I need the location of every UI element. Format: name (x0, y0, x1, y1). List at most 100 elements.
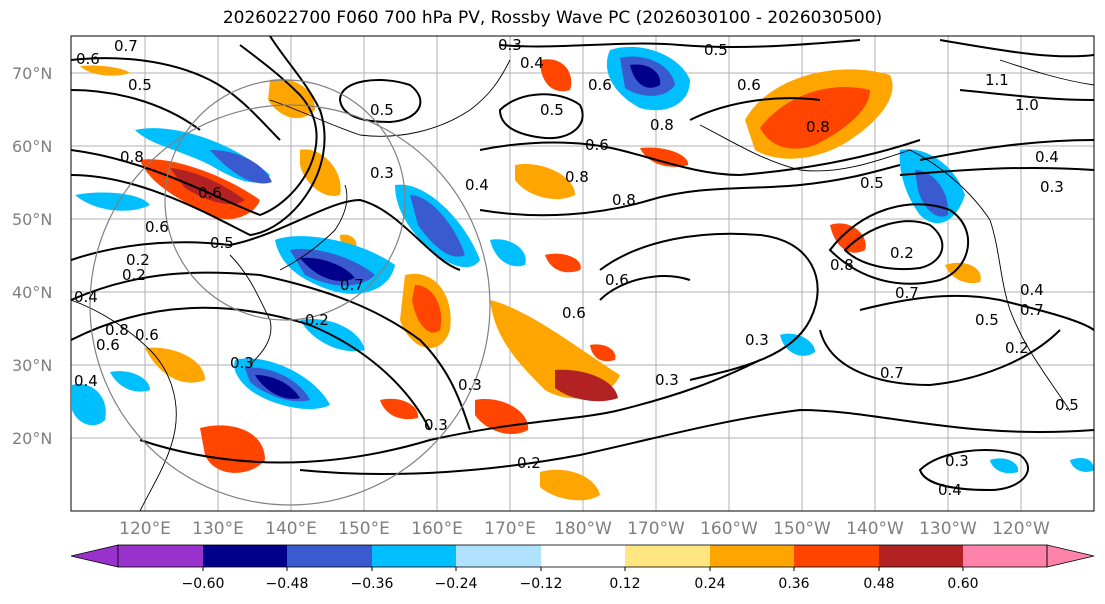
lon-label-140w: 140°W (846, 519, 904, 539)
contour-label: 0.3 (370, 164, 394, 182)
contour-label: 0.4 (1035, 148, 1059, 166)
contour-label: 0.2 (122, 266, 146, 284)
contour-label: 0.7 (114, 37, 138, 55)
colorbar-segment (794, 545, 879, 567)
colorbar-tick: −0.48 (266, 576, 309, 592)
contour-label: 0.2 (890, 244, 914, 262)
contour-label: 0.3 (230, 354, 254, 372)
map-frame (70, 35, 1095, 512)
lon-label-170w: 170°W (627, 519, 685, 539)
lon-label-130e: 130°E (192, 519, 244, 539)
map-title: 2026022700 F060 700 hPa PV, Rossby Wave … (222, 8, 883, 28)
colorbar-segment (203, 545, 287, 567)
colorbar-tick: 0.24 (694, 576, 725, 592)
longitude-labels: 120°E 130°E 140°E 150°E 160°E 170°E 180°… (119, 519, 1050, 539)
contour-label: 0.3 (945, 452, 969, 470)
lon-label-150w: 150°W (773, 519, 831, 539)
contour-label: 0.5 (128, 76, 152, 94)
contour-label: 0.6 (605, 271, 629, 289)
colorbar-tick: 0.36 (778, 576, 809, 592)
contour-label: 0.6 (96, 336, 120, 354)
contour-label: 0.3 (498, 36, 522, 54)
contour-label: 0.5 (1055, 396, 1079, 414)
colorbar-segment (456, 545, 541, 567)
contour-label: 0.6 (585, 136, 609, 154)
contour-label: 0.5 (860, 174, 884, 192)
contour-label: 0.4 (520, 54, 544, 72)
colorbar-segment (118, 545, 203, 567)
contour-label: 1.1 (985, 71, 1009, 89)
colorbar-tick: −0.60 (182, 576, 225, 592)
contour-label: 0.5 (210, 234, 234, 252)
contour-label: 0.6 (135, 326, 159, 344)
contour-label: 0.3 (458, 376, 482, 394)
colorbar-tick: 0.60 (947, 576, 978, 592)
contour-label: 0.3 (745, 331, 769, 349)
contour-label: 0.4 (465, 176, 489, 194)
lon-label-150e: 150°E (338, 519, 390, 539)
lon-label-140e: 140°E (265, 519, 317, 539)
contour-labels: 0.7 0.6 0.5 0.3 0.4 0.5 0.6 0.5 0.6 0.8 … (74, 36, 1079, 499)
contour-label: 0.4 (938, 481, 962, 499)
lat-label-60n: 60°N (12, 137, 52, 156)
colorbar-segment (963, 545, 1047, 567)
colorbar: −0.60 −0.48 −0.36 −0.24 −0.12 0.12 0.24 … (70, 544, 1095, 592)
colorbar-segment-extend-high (1046, 544, 1095, 568)
contour-label: 0.4 (74, 288, 98, 306)
contour-label: 0.5 (370, 101, 394, 119)
lat-label-30n: 30°N (12, 356, 52, 375)
lon-label-120e: 120°E (119, 519, 171, 539)
contour-label: 0.6 (76, 50, 100, 68)
contour-label: 0.8 (806, 118, 830, 136)
contour-label: 0.5 (540, 101, 564, 119)
contour-label: 0.2 (126, 251, 150, 269)
contour-label: 1.0 (1015, 96, 1039, 114)
contour-label: 0.3 (1040, 178, 1064, 196)
lon-label-120w: 120°W (992, 519, 1050, 539)
range-rings (89, 79, 491, 506)
contour-label: 0.7 (880, 364, 904, 382)
colorbar-segment-extend-low (70, 544, 119, 568)
colorbar-tick: 0.48 (863, 576, 894, 592)
colorbar-segment (541, 545, 625, 567)
contour-label: 0.4 (1020, 281, 1044, 299)
colorbar-segment (710, 545, 794, 567)
lat-label-70n: 70°N (12, 64, 52, 83)
contour-label: 0.2 (305, 311, 329, 329)
lon-label-180w: 180°W (554, 519, 612, 539)
contour-label: 0.6 (737, 76, 761, 94)
lon-label-160w: 160°W (700, 519, 758, 539)
contour-label: 0.3 (424, 416, 448, 434)
contour-label: 0.8 (830, 256, 854, 274)
contour-label: 0.7 (895, 284, 919, 302)
contour-label: 0.6 (198, 184, 222, 202)
colorbar-segment (879, 545, 963, 567)
colorbar-segment (287, 545, 372, 567)
contour-label: 0.2 (517, 454, 541, 472)
colorbar-tick: −0.12 (520, 576, 563, 592)
contour-label: 0.8 (565, 168, 589, 186)
latitude-labels: 70°N 60°N 50°N 40°N 30°N 20°N (12, 64, 52, 448)
pv-contours (71, 36, 1094, 492)
lat-label-50n: 50°N (12, 210, 52, 229)
colorbar-tick: 0.12 (609, 576, 640, 592)
lat-label-20n: 20°N (12, 429, 52, 448)
contour-label: 0.5 (704, 41, 728, 59)
contour-label: 0.8 (120, 148, 144, 166)
contour-label: 0.4 (74, 372, 98, 390)
colorbar-segment (625, 545, 710, 567)
contour-label: 0.7 (1020, 301, 1044, 319)
contour-label: 0.2 (1005, 339, 1029, 357)
contour-label: 0.3 (655, 371, 679, 389)
lon-label-130w: 130°W (919, 519, 977, 539)
lon-label-160e: 160°E (411, 519, 463, 539)
lon-label-170e: 170°E (484, 519, 536, 539)
contour-label: 0.7 (340, 276, 364, 294)
contour-label: 0.8 (612, 191, 636, 209)
lat-label-40n: 40°N (12, 283, 52, 302)
contour-label: 0.8 (650, 116, 674, 134)
contour-label: 0.6 (562, 304, 586, 322)
contour-label: 0.8 (105, 321, 129, 339)
colorbar-frame (117, 544, 1048, 568)
